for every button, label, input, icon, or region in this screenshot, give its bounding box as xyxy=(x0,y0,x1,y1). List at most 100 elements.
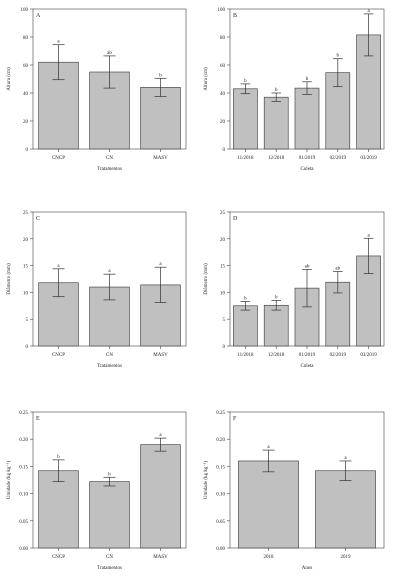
x-tick-label: MASV xyxy=(153,555,168,560)
panel-label: A xyxy=(36,13,41,19)
significance-letter: a xyxy=(367,233,370,238)
y-axis-label: Umidade (kg kg⁻¹) xyxy=(203,461,209,500)
y-axis-label: Diâmetro (mm) xyxy=(7,263,12,295)
bar xyxy=(38,470,79,549)
y-tick-label: 0 xyxy=(223,148,226,153)
y-tick-label: 25 xyxy=(220,211,226,216)
bar xyxy=(263,96,289,150)
significance-letter: a xyxy=(367,9,370,14)
significance-letter: b xyxy=(244,297,247,302)
x-axis-label: Coleta xyxy=(300,167,314,172)
significance-letter: a xyxy=(108,269,111,274)
significance-letter: b xyxy=(337,54,340,59)
chart-panel-b: B 0 20 40 60 80 100 Altura (cm) Coleta b 11/2018 b 1… xyxy=(204,8,385,172)
chart-panel-c: C 0 5 10 15 20 25 Diâmetro (mm) Tratamentos a CNCP… xyxy=(7,211,187,369)
y-tick-label: 20 xyxy=(23,238,29,243)
y-tick-label: 0 xyxy=(26,345,29,350)
x-tick-label: 02/2019 xyxy=(330,353,347,358)
bar xyxy=(294,87,320,150)
significance-letter: b xyxy=(275,295,278,300)
y-tick-label: 20 xyxy=(220,120,226,125)
x-tick-label: CN xyxy=(106,555,113,560)
y-tick-label: 0 xyxy=(223,345,226,350)
x-axis-label: Tratamentos xyxy=(97,566,122,571)
y-tick-label: 60 xyxy=(23,64,29,69)
bar xyxy=(233,305,258,347)
x-tick-label: MASV xyxy=(153,156,168,161)
y-tick-label: 10 xyxy=(220,291,226,296)
y-tick-label: 0.10 xyxy=(216,493,225,498)
significance-letter: b xyxy=(275,88,278,93)
x-tick-label: CNCP xyxy=(52,156,65,161)
significance-letter: a xyxy=(57,264,60,269)
y-tick-label: 5 xyxy=(223,318,226,323)
y-tick-label: 0.15 xyxy=(19,465,28,470)
y-tick-label: 10 xyxy=(23,291,29,296)
y-tick-label: 40 xyxy=(220,92,226,97)
x-tick-label: 2019 xyxy=(341,555,352,560)
x-axis-label: Tratamentos xyxy=(97,364,122,369)
x-tick-label: CNCP xyxy=(52,353,65,358)
bar xyxy=(263,304,289,347)
y-axis-label: Altura (cm) xyxy=(7,67,12,91)
bar xyxy=(233,88,258,150)
chart-panel-d: D 0 5 10 15 20 25 Diâmetro (mm) Coleta b 11/2018 b 1… xyxy=(204,211,385,369)
significance-letter: a xyxy=(57,40,60,45)
y-tick-label: 0.15 xyxy=(216,465,225,470)
significance-letter: ab xyxy=(335,266,340,271)
y-tick-label: 0.00 xyxy=(19,547,28,552)
y-tick-label: 20 xyxy=(23,120,29,125)
y-tick-label: 0.10 xyxy=(19,493,28,498)
y-tick-label: 5 xyxy=(26,318,29,323)
significance-letter: a xyxy=(344,456,347,461)
y-tick-label: 80 xyxy=(220,36,226,41)
y-tick-label: 0.05 xyxy=(216,520,225,525)
y-tick-label: 100 xyxy=(21,8,29,13)
significance-letter: b xyxy=(159,73,162,78)
y-axis-label: Umidade (kg kg⁻¹) xyxy=(6,461,12,500)
bar xyxy=(140,87,181,150)
x-tick-label: 11/2018 xyxy=(237,353,254,358)
x-axis-label: Coleta xyxy=(300,364,314,369)
y-tick-label: 0.20 xyxy=(19,438,28,443)
x-tick-label: 01/2019 xyxy=(299,156,316,161)
significance-letter: a xyxy=(267,445,270,450)
y-tick-label: 80 xyxy=(23,36,29,41)
bar xyxy=(238,460,299,549)
x-tick-label: 12/2018 xyxy=(268,156,285,161)
y-axis-label: Altura (cm) xyxy=(204,67,209,91)
significance-letter: b xyxy=(306,77,309,82)
y-tick-label: 0.00 xyxy=(216,547,225,552)
significance-letter: a xyxy=(159,262,162,267)
y-axis-label: Diâmetro (mm) xyxy=(204,263,209,295)
x-tick-label: 01/2019 xyxy=(299,353,316,358)
x-tick-label: 02/2019 xyxy=(330,156,347,161)
significance-letter: b xyxy=(57,455,60,460)
significance-letter: ab xyxy=(305,264,310,269)
bar xyxy=(140,444,181,549)
significance-letter: ab xyxy=(107,51,112,56)
x-tick-label: 03/2019 xyxy=(360,353,377,358)
panel-label: C xyxy=(36,216,40,222)
y-tick-label: 100 xyxy=(218,8,226,13)
y-tick-label: 60 xyxy=(220,64,226,69)
panel-label: B xyxy=(233,13,237,19)
y-tick-label: 15 xyxy=(23,265,29,270)
chart-panel-f: F 0.00 0.05 0.10 0.15 0.20 0.25 Umidade (kg kg⁻… xyxy=(203,411,385,571)
panel-label: D xyxy=(233,216,238,222)
significance-letter: b xyxy=(108,472,111,477)
x-tick-label: 03/2019 xyxy=(360,156,377,161)
y-tick-label: 0 xyxy=(26,148,29,153)
significance-letter: b xyxy=(244,79,247,84)
y-tick-label: 20 xyxy=(220,238,226,243)
x-tick-label: CN xyxy=(106,353,113,358)
panel-label: F xyxy=(233,416,237,422)
x-tick-label: 12/2018 xyxy=(268,353,285,358)
significance-letter: a xyxy=(159,433,162,438)
y-tick-label: 0.25 xyxy=(216,411,225,416)
x-tick-label: CNCP xyxy=(52,555,65,560)
y-tick-label: 0.05 xyxy=(19,520,28,525)
y-tick-label: 0.25 xyxy=(19,411,28,416)
chart-panel-a: A 0 20 40 60 80 100 Altura (cm) Tratamentos a CNCP… xyxy=(7,8,187,172)
